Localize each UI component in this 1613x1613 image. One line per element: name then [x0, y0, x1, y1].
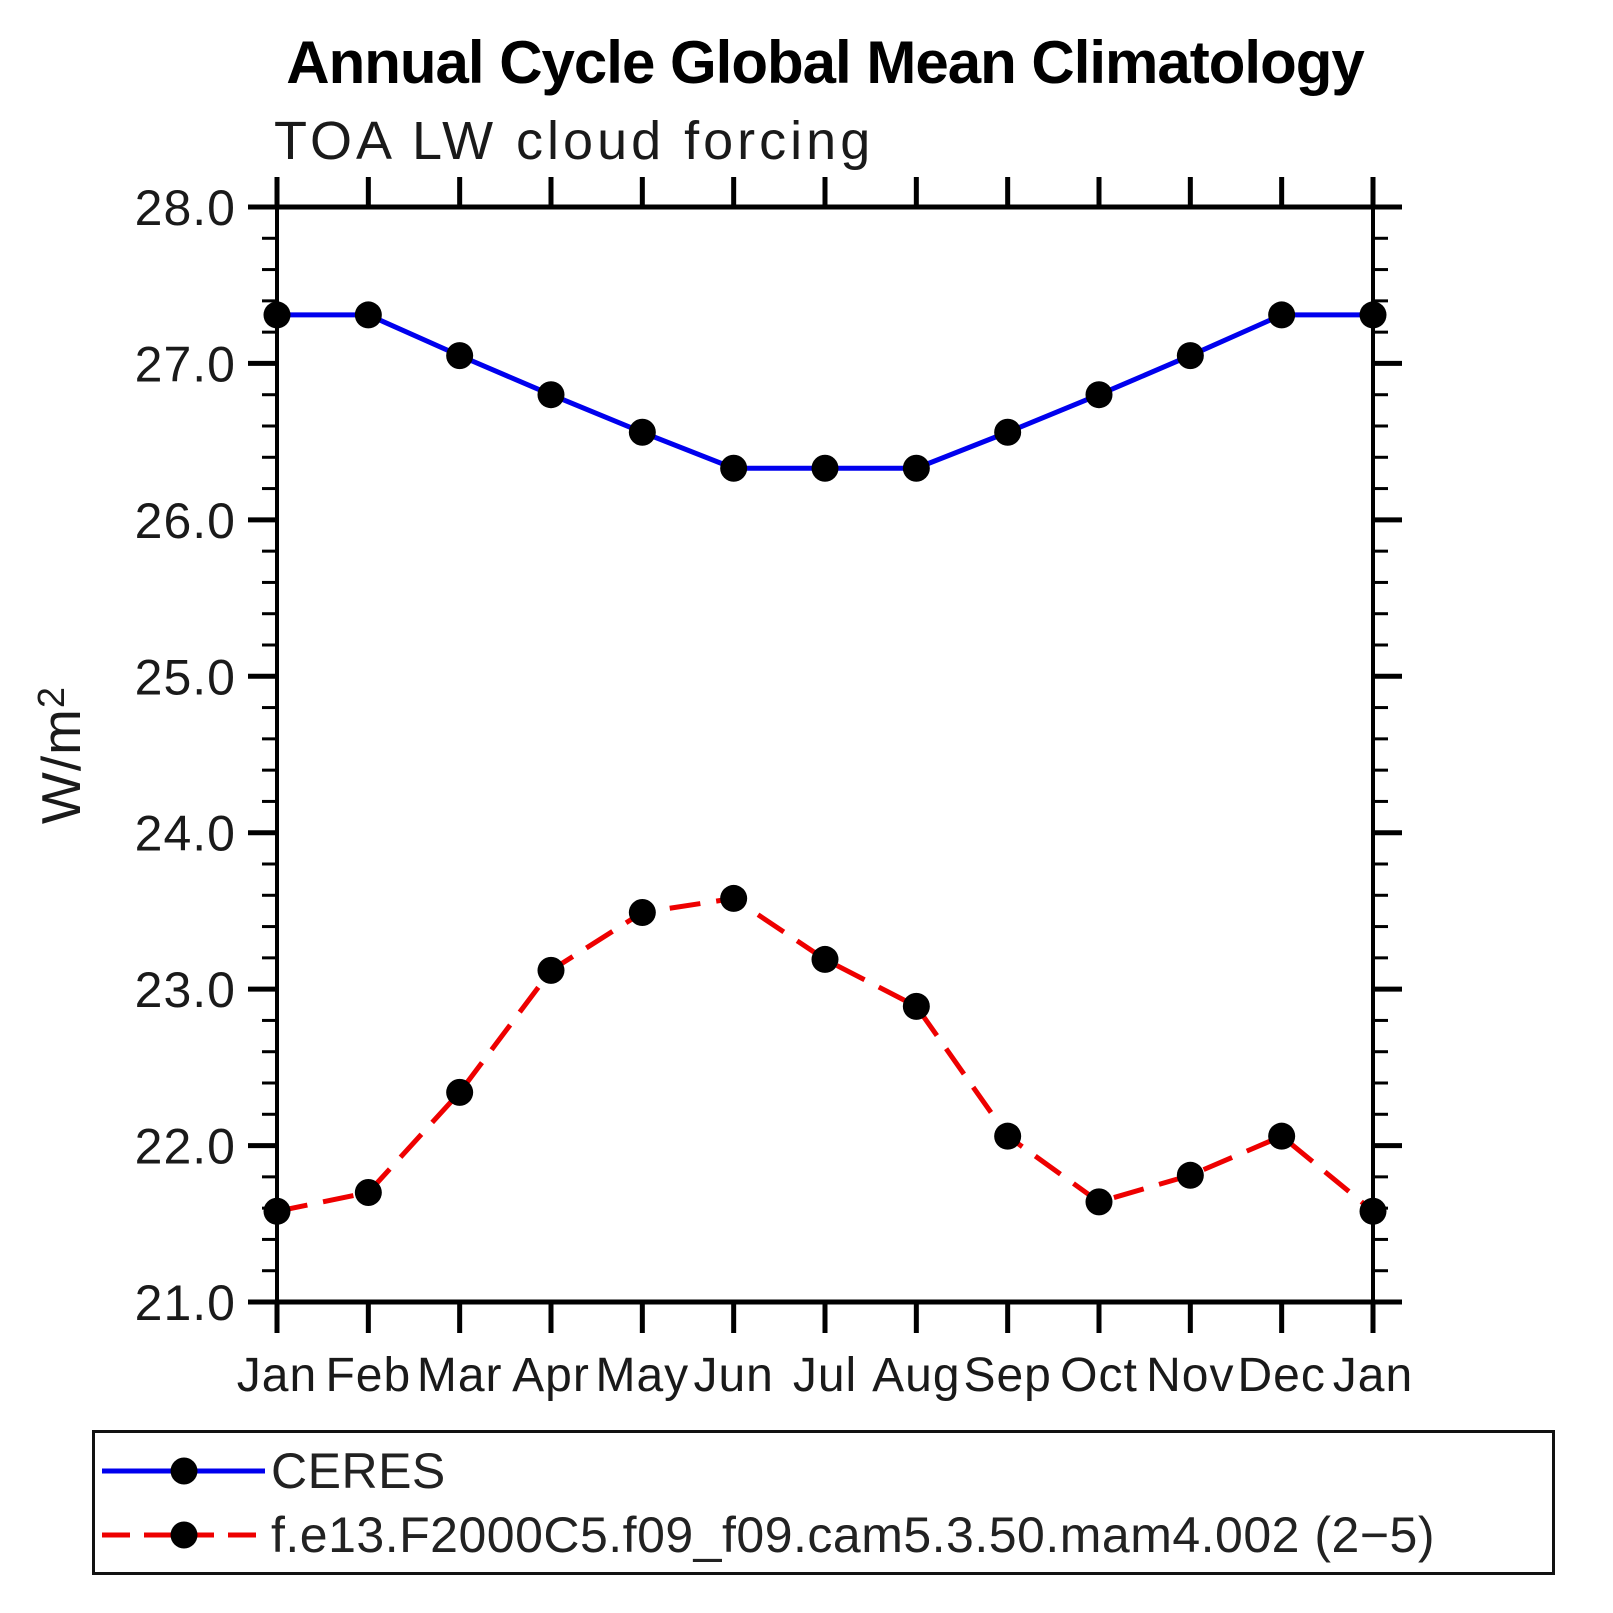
svg-text:27.0: 27.0	[135, 336, 236, 392]
svg-text:Sep: Sep	[963, 1349, 1051, 1402]
legend-line-sample-solid	[102, 1457, 265, 1485]
svg-text:26.0: 26.0	[135, 493, 236, 549]
svg-text:21.0: 21.0	[135, 1275, 236, 1331]
svg-text:28.0: 28.0	[135, 180, 236, 236]
legend-item-ceres: CERES	[99, 1439, 1552, 1503]
svg-text:Dec: Dec	[1237, 1349, 1325, 1402]
svg-text:Aug: Aug	[872, 1349, 960, 1402]
legend: CERES f.e13.F2000C5.f09_f09.cam5.3.50.ma…	[92, 1430, 1555, 1575]
legend-label: CERES	[271, 1443, 446, 1499]
chart-subtitle: TOA LW cloud forcing	[274, 111, 875, 171]
svg-text:Oct: Oct	[1060, 1349, 1138, 1402]
y-axis-label: W/m2	[30, 686, 92, 824]
legend-item-model: f.e13.F2000C5.f09_f09.cam5.3.50.mam4.002…	[99, 1503, 1552, 1567]
svg-text:25.0: 25.0	[135, 649, 236, 705]
svg-text:May: May	[595, 1349, 689, 1402]
svg-text:Mar: Mar	[417, 1349, 503, 1402]
svg-text:Apr: Apr	[512, 1349, 590, 1402]
svg-text:Jan: Jan	[237, 1349, 317, 1402]
svg-text:24.0: 24.0	[135, 806, 236, 862]
legend-line-sample-dashed	[102, 1521, 265, 1549]
svg-text:Jan: Jan	[1333, 1349, 1413, 1402]
svg-text:23.0: 23.0	[135, 962, 236, 1018]
legend-label: f.e13.F2000C5.f09_f09.cam5.3.50.mam4.002…	[271, 1507, 1435, 1563]
svg-text:Jul: Jul	[793, 1349, 857, 1402]
page-title: Annual Cycle Global Mean Climatology	[286, 29, 1365, 96]
svg-text:Nov: Nov	[1146, 1349, 1234, 1402]
svg-text:Feb: Feb	[325, 1349, 411, 1402]
svg-text:Jun: Jun	[693, 1349, 773, 1402]
svg-text:22.0: 22.0	[135, 1119, 236, 1175]
